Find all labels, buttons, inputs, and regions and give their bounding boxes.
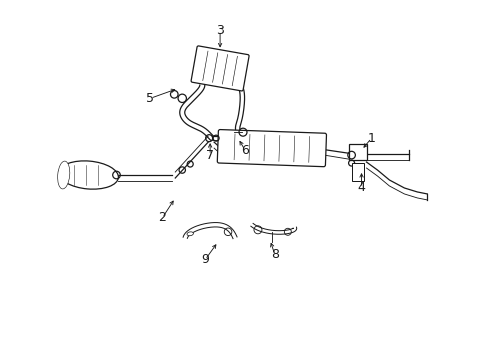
FancyBboxPatch shape <box>191 46 248 91</box>
Text: 8: 8 <box>270 248 278 261</box>
Text: 1: 1 <box>367 132 375 145</box>
Text: 7: 7 <box>206 149 214 162</box>
FancyBboxPatch shape <box>217 130 326 167</box>
Text: 2: 2 <box>158 211 166 224</box>
Text: 3: 3 <box>216 24 224 37</box>
Text: 6: 6 <box>241 144 248 157</box>
Ellipse shape <box>59 161 118 189</box>
Ellipse shape <box>58 161 70 189</box>
Bar <box>348 144 366 160</box>
Text: 4: 4 <box>357 181 365 194</box>
Text: 5: 5 <box>146 92 154 105</box>
Text: 9: 9 <box>201 253 209 266</box>
Ellipse shape <box>186 232 193 236</box>
Bar <box>351 163 363 181</box>
